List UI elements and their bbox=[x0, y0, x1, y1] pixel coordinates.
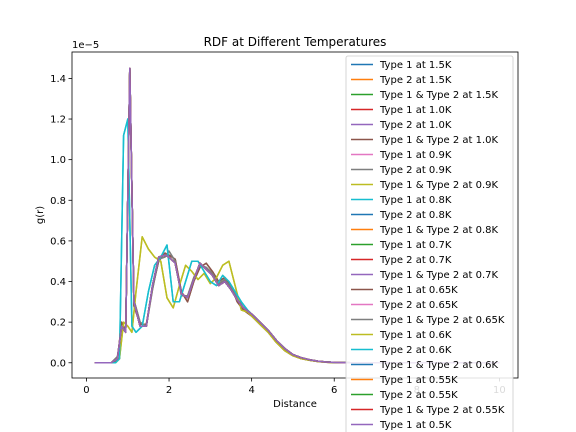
legend-label: Type 2 at 0.55K bbox=[379, 390, 458, 401]
y-tick-label: 0.8 bbox=[50, 196, 66, 207]
series-line-25 bbox=[94, 67, 500, 364]
legend-label: Type 2 at 0.8K bbox=[379, 210, 452, 221]
x-tick-label: 6 bbox=[331, 385, 337, 396]
legend-frame bbox=[345, 55, 514, 432]
legend: Type 1 at 1.5K Type 2 at 1.5K Type 1 & Typ… bbox=[345, 55, 514, 432]
legend-label: Type 2 at 0.7K bbox=[379, 255, 452, 266]
y-axis-label: g(r) bbox=[35, 206, 46, 224]
y-tick-label: 0.4 bbox=[50, 277, 66, 288]
legend-label: Type 1 & Type 2 at 0.9K bbox=[379, 180, 498, 191]
x-axis-label: Distance bbox=[273, 399, 317, 410]
y-tick-label: 1.0 bbox=[50, 155, 66, 166]
legend-label: Type 1 & Type 2 at 1.5K bbox=[379, 90, 498, 101]
y-tick-label: 1.4 bbox=[50, 74, 66, 85]
x-tick-label: 0 bbox=[83, 385, 89, 396]
legend-label: Type 1 at 0.5K bbox=[379, 420, 452, 431]
legend-label: Type 1 & Type 2 at 1.0K bbox=[379, 135, 498, 146]
y-tick-label: 0.0 bbox=[50, 358, 66, 369]
legend-label: Type 1 & Type 2 at 0.6K bbox=[379, 360, 498, 371]
legend-label: Type 1 at 0.8K bbox=[379, 195, 452, 206]
legend-label: Type 2 at 0.9K bbox=[379, 165, 452, 176]
y-offset-label: 1e−5 bbox=[72, 40, 99, 51]
legend-label: Type 1 & Type 2 at 0.8K bbox=[379, 225, 498, 236]
plot-frame bbox=[71, 51, 519, 379]
legend-label: Type 2 at 0.65K bbox=[379, 300, 458, 311]
chart-title: RDF at Different Temperatures bbox=[204, 35, 387, 49]
legend-label: Type 1 at 0.9K bbox=[379, 150, 452, 161]
legend-label: Type 2 at 1.0K bbox=[379, 120, 452, 131]
y-tick-label: 0.2 bbox=[50, 318, 66, 329]
legend-label: Type 1 at 0.7K bbox=[379, 240, 452, 251]
legend-label: Type 1 at 1.5K bbox=[379, 60, 452, 71]
legend-label: Type 1 & Type 2 at 0.55K bbox=[379, 405, 505, 416]
legend-label: Type 1 at 0.65K bbox=[379, 285, 458, 296]
legend-label: Type 1 & Type 2 at 0.7K bbox=[379, 270, 498, 281]
y-tick-label: 0.6 bbox=[50, 236, 66, 247]
legend-label: Type 1 & Type 2 at 0.65K bbox=[379, 315, 505, 326]
x-tick-label: 2 bbox=[166, 385, 172, 396]
y-axis-ticks: 0.0 0.2 0.4 0.6 0.8 1.0 1.2 1.4 bbox=[50, 74, 72, 369]
y-tick-label: 1.2 bbox=[50, 115, 66, 126]
series-lines bbox=[94, 67, 500, 364]
legend-label: Type 2 at 1.5K bbox=[379, 75, 452, 86]
legend-label: Type 1 at 1.0K bbox=[379, 105, 452, 116]
legend-label: Type 2 at 0.6K bbox=[379, 345, 452, 356]
x-tick-label: 4 bbox=[248, 385, 254, 396]
legend-label: Type 1 at 0.55K bbox=[379, 375, 458, 386]
legend-label: Type 1 at 0.6K bbox=[379, 330, 452, 341]
